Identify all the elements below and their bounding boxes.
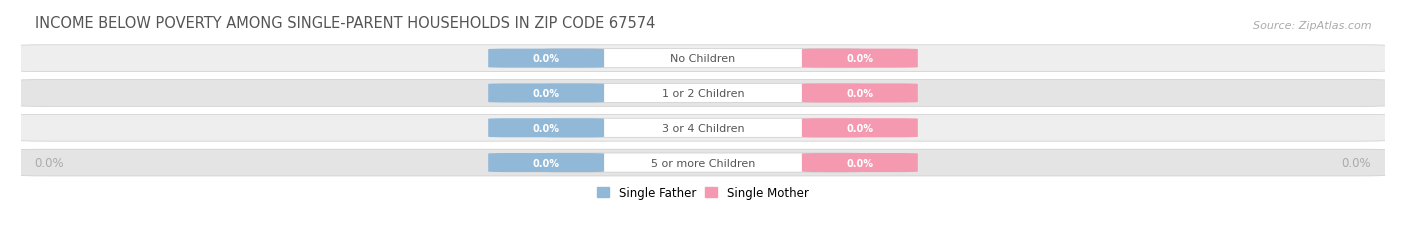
Text: 0.0%: 0.0% <box>533 158 560 168</box>
FancyBboxPatch shape <box>546 84 860 103</box>
Text: 0.0%: 0.0% <box>533 54 560 64</box>
Text: 0.0%: 0.0% <box>846 54 873 64</box>
FancyBboxPatch shape <box>488 153 605 172</box>
Text: 0.0%: 0.0% <box>533 88 560 99</box>
Text: No Children: No Children <box>671 54 735 64</box>
Text: 0.0%: 0.0% <box>846 158 873 168</box>
FancyBboxPatch shape <box>14 46 1392 72</box>
Text: 0.0%: 0.0% <box>35 156 65 169</box>
FancyBboxPatch shape <box>801 49 918 68</box>
Text: 0.0%: 0.0% <box>846 123 873 133</box>
FancyBboxPatch shape <box>546 49 860 68</box>
Text: 3 or 4 Children: 3 or 4 Children <box>662 123 744 133</box>
Text: 1 or 2 Children: 1 or 2 Children <box>662 88 744 99</box>
Legend: Single Father, Single Mother: Single Father, Single Mother <box>598 186 808 199</box>
FancyBboxPatch shape <box>488 84 605 103</box>
FancyBboxPatch shape <box>488 49 605 68</box>
FancyBboxPatch shape <box>801 84 918 103</box>
FancyBboxPatch shape <box>801 153 918 172</box>
FancyBboxPatch shape <box>488 119 605 138</box>
Text: Source: ZipAtlas.com: Source: ZipAtlas.com <box>1253 21 1371 30</box>
Text: 5 or more Children: 5 or more Children <box>651 158 755 168</box>
Text: 0.0%: 0.0% <box>533 123 560 133</box>
FancyBboxPatch shape <box>546 119 860 138</box>
FancyBboxPatch shape <box>14 80 1392 107</box>
FancyBboxPatch shape <box>14 115 1392 142</box>
Text: 0.0%: 0.0% <box>1341 156 1371 169</box>
Text: INCOME BELOW POVERTY AMONG SINGLE-PARENT HOUSEHOLDS IN ZIP CODE 67574: INCOME BELOW POVERTY AMONG SINGLE-PARENT… <box>35 15 655 30</box>
FancyBboxPatch shape <box>14 149 1392 176</box>
Text: 0.0%: 0.0% <box>846 88 873 99</box>
FancyBboxPatch shape <box>546 153 860 172</box>
FancyBboxPatch shape <box>801 119 918 138</box>
